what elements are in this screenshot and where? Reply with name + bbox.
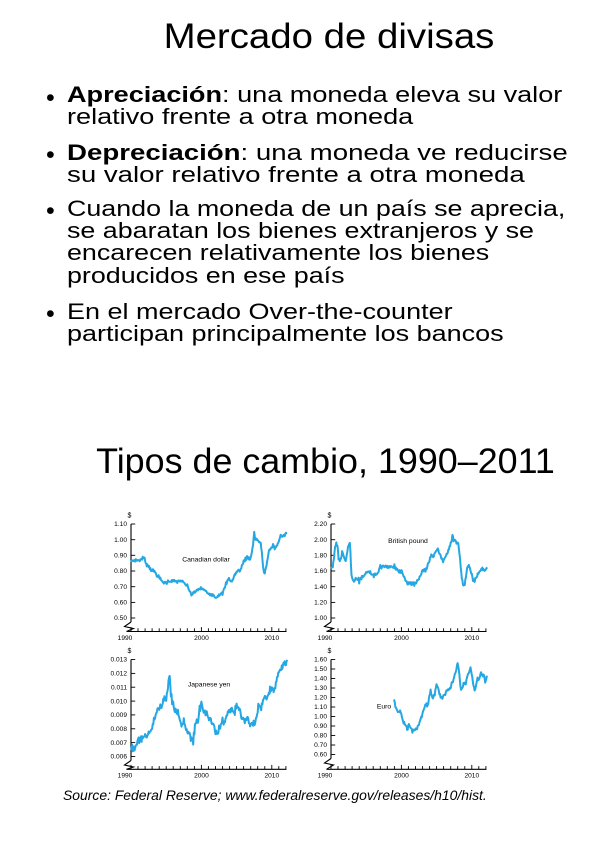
svg-text:1.00: 1.00 bbox=[114, 537, 127, 544]
svg-text:0.80: 0.80 bbox=[314, 733, 327, 740]
svg-text:British pound: British pound bbox=[388, 538, 428, 545]
svg-text:0.009: 0.009 bbox=[110, 712, 127, 719]
svg-text:1.10: 1.10 bbox=[314, 704, 327, 711]
svg-text:1.50: 1.50 bbox=[314, 666, 327, 673]
svg-text:0.60: 0.60 bbox=[114, 600, 127, 607]
svg-text:0.007: 0.007 bbox=[110, 740, 127, 747]
svg-text:2010: 2010 bbox=[464, 635, 479, 642]
svg-text:0.006: 0.006 bbox=[110, 754, 127, 761]
svg-text:Japanese yen: Japanese yen bbox=[188, 681, 231, 688]
svg-text:1.40: 1.40 bbox=[314, 676, 327, 683]
svg-text:2010: 2010 bbox=[464, 773, 479, 780]
svg-text:Canadian dollar: Canadian dollar bbox=[182, 557, 230, 564]
svg-text:1.10: 1.10 bbox=[114, 521, 127, 528]
svg-text:1.20: 1.20 bbox=[314, 600, 327, 607]
svg-text:2010: 2010 bbox=[264, 773, 279, 780]
svg-text:1990: 1990 bbox=[318, 635, 333, 642]
svg-text:0.80: 0.80 bbox=[114, 568, 127, 575]
svg-text:0.90: 0.90 bbox=[114, 553, 127, 560]
svg-text:2000: 2000 bbox=[394, 635, 409, 642]
svg-text:2.20: 2.20 bbox=[314, 521, 327, 528]
svg-text:2000: 2000 bbox=[194, 635, 209, 642]
svg-text:2.00: 2.00 bbox=[314, 537, 327, 544]
svg-text:0.008: 0.008 bbox=[110, 726, 127, 733]
svg-text:0.013: 0.013 bbox=[110, 657, 127, 664]
svg-text:2000: 2000 bbox=[394, 773, 409, 780]
svg-text:1990: 1990 bbox=[118, 773, 133, 780]
svg-text:0.010: 0.010 bbox=[110, 698, 127, 705]
svg-text:0.70: 0.70 bbox=[314, 742, 327, 749]
svg-text:2000: 2000 bbox=[194, 773, 209, 780]
svg-text:2010: 2010 bbox=[264, 635, 279, 642]
svg-text:1.60: 1.60 bbox=[314, 568, 327, 575]
svg-text:$: $ bbox=[128, 513, 132, 520]
svg-text:1.00: 1.00 bbox=[314, 714, 327, 721]
svg-text:0.011: 0.011 bbox=[111, 684, 127, 691]
svg-text:1990: 1990 bbox=[318, 773, 333, 780]
svg-text:$: $ bbox=[128, 648, 132, 655]
svg-text:0.50: 0.50 bbox=[114, 615, 127, 622]
svg-text:1.30: 1.30 bbox=[314, 685, 327, 692]
svg-text:0.90: 0.90 bbox=[314, 723, 327, 730]
svg-text:1990: 1990 bbox=[118, 635, 133, 642]
svg-text:1.60: 1.60 bbox=[314, 657, 327, 664]
svg-text:0.012: 0.012 bbox=[110, 671, 127, 678]
svg-text:Euro: Euro bbox=[377, 704, 392, 711]
svg-text:0.60: 0.60 bbox=[314, 752, 327, 759]
svg-text:$: $ bbox=[328, 648, 332, 655]
svg-text:1.80: 1.80 bbox=[314, 553, 327, 560]
svg-text:$: $ bbox=[328, 513, 332, 520]
svg-text:1.00: 1.00 bbox=[314, 615, 327, 622]
svg-text:1.20: 1.20 bbox=[314, 695, 327, 702]
svg-text:1.40: 1.40 bbox=[314, 584, 327, 591]
svg-text:0.70: 0.70 bbox=[114, 584, 127, 591]
